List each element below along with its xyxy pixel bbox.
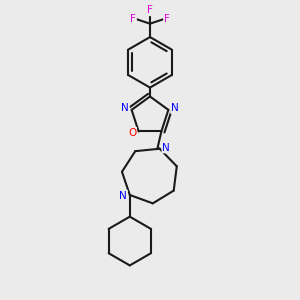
Text: O: O — [128, 128, 136, 138]
Text: N: N — [119, 190, 127, 201]
Text: F: F — [147, 5, 153, 15]
Text: N: N — [162, 142, 170, 152]
Text: N: N — [121, 103, 129, 113]
Text: F: F — [164, 14, 170, 24]
Text: N: N — [171, 103, 179, 113]
Text: F: F — [130, 14, 136, 24]
